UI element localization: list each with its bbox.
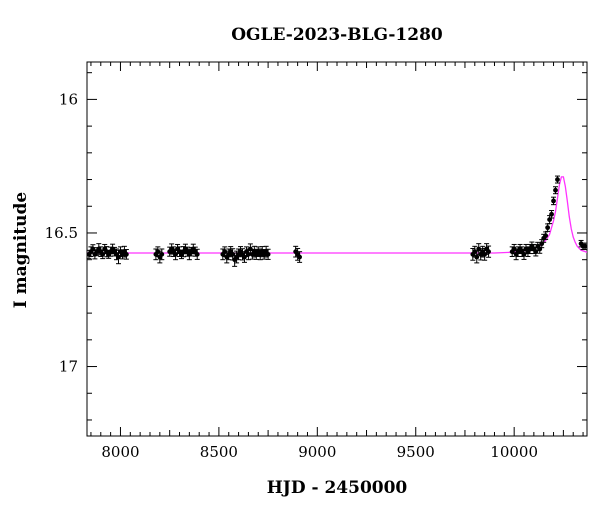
data-point [242, 254, 247, 260]
data-point [116, 254, 121, 260]
chart-title: OGLE-2023-BLG-1280 [231, 25, 443, 45]
data-point [582, 243, 588, 249]
y-axis-label: I magnitude [11, 192, 31, 309]
x-tick-label: 9000 [298, 443, 336, 461]
data-point [265, 251, 271, 257]
data-point [472, 249, 478, 255]
data-point [194, 251, 200, 257]
data-point [543, 233, 549, 239]
data-point [297, 254, 302, 260]
y-tick-label: 17 [59, 358, 78, 376]
x-tick-label: 8000 [101, 443, 139, 461]
x-tick-label: 10000 [490, 443, 538, 461]
x-tick-label: 8500 [200, 443, 238, 461]
data-point [247, 246, 253, 252]
data-point [553, 187, 558, 193]
data-point [551, 198, 556, 204]
y-tick-label: 16 [59, 90, 78, 108]
data-point [555, 177, 560, 182]
x-tick-label: 9500 [397, 443, 435, 461]
data-point [549, 211, 554, 217]
model-curve [87, 176, 588, 254]
x-axis-label: HJD - 2450000 [267, 478, 408, 498]
data-point [159, 251, 165, 257]
y-tick-label: 16.5 [45, 224, 78, 242]
data-point [486, 249, 491, 255]
data-point [123, 251, 129, 257]
data-point [222, 249, 228, 255]
data-point [545, 225, 551, 231]
plot-area: 8000 8500 9000 9500 10000 16 16.5 17 [45, 61, 588, 461]
data-point [155, 249, 161, 255]
data-point [474, 254, 480, 260]
